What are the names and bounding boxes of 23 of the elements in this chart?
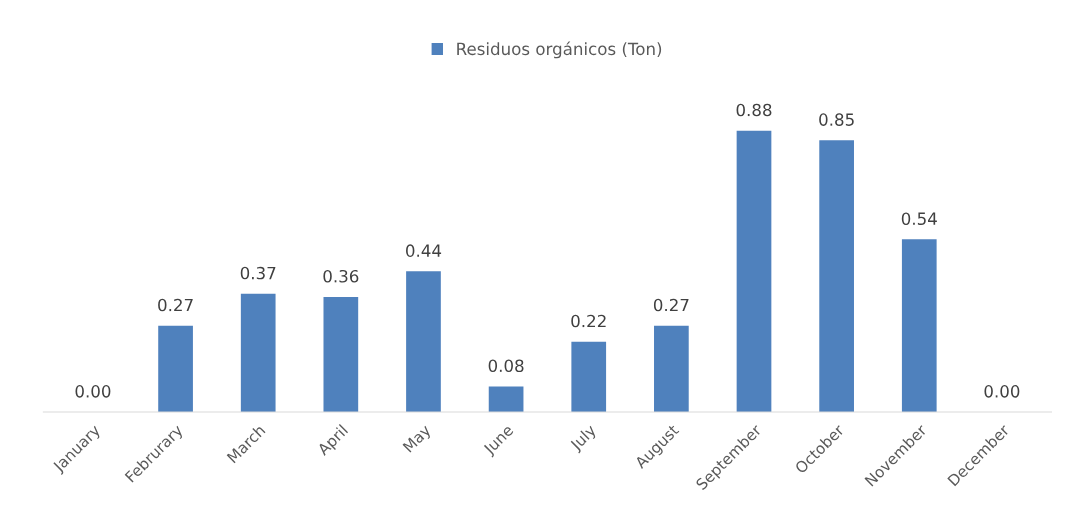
legend-label: Residuos orgánicos (Ton)	[457, 41, 662, 59]
bar	[158, 325, 193, 412]
data-label: 0.44	[406, 244, 442, 257]
bar	[571, 341, 607, 412]
data-label: 0.37	[240, 266, 276, 280]
data-label: 0.85	[819, 113, 854, 126]
bar	[323, 296, 359, 412]
bar	[736, 130, 772, 412]
data-label: 0.88	[736, 103, 772, 117]
data-label: 0.27	[158, 298, 193, 312]
data-label: 0.08	[488, 359, 524, 373]
bar	[488, 386, 524, 412]
bar	[654, 325, 689, 412]
bar	[901, 239, 937, 412]
data-label: 0.27	[653, 298, 689, 312]
data-label: 0.36	[323, 269, 359, 283]
bar	[819, 140, 854, 412]
bar	[240, 293, 276, 412]
data-label: 0.00	[984, 385, 1020, 398]
data-label: 0.54	[901, 212, 937, 226]
bar	[406, 271, 441, 412]
data-label: 0.00	[75, 385, 111, 398]
data-label: 0.22	[571, 314, 606, 328]
